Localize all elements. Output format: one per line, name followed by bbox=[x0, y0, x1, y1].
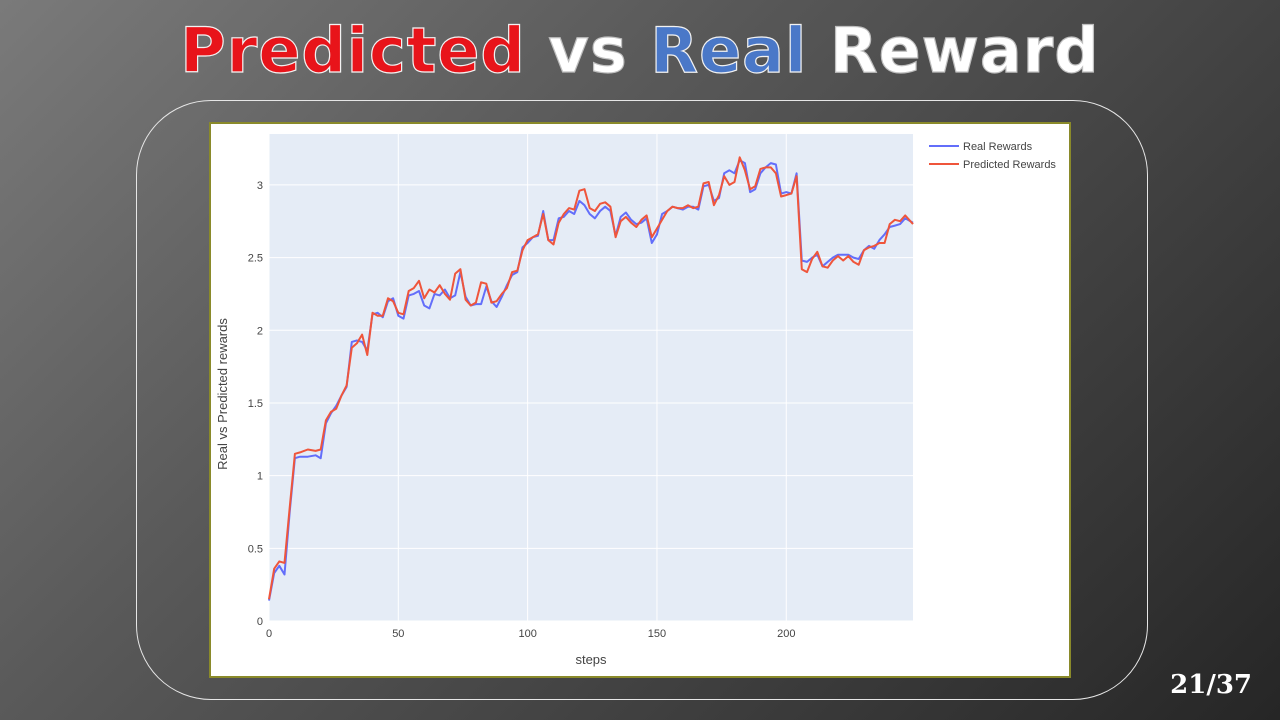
title-real: Real bbox=[650, 13, 808, 87]
y-tick-label: 2.5 bbox=[248, 253, 263, 265]
y-tick-labels: 0 0.5 1 1.5 2 2.5 3 bbox=[248, 180, 263, 628]
title-predicted: Predicted bbox=[180, 13, 526, 87]
x-tick-labels: 0 50 100 150 200 bbox=[266, 628, 796, 640]
x-tick-label: 0 bbox=[266, 628, 272, 640]
y-tick-label: 2 bbox=[257, 325, 263, 337]
grid-lines bbox=[268, 134, 913, 622]
x-tick-label: 50 bbox=[392, 628, 404, 640]
line-predicted-rewards bbox=[268, 156, 914, 600]
x-tick-label: 150 bbox=[648, 628, 666, 640]
chart-container: 0 0.5 1 1.5 2 2.5 3 0 50 100 150 200 steps Real vs… bbox=[209, 122, 1071, 678]
y-axis-title: Real vs Predicted rewards bbox=[215, 318, 230, 470]
y-tick-label: 0 bbox=[257, 616, 263, 628]
series-lines bbox=[268, 156, 914, 601]
x-axis-title: steps bbox=[575, 652, 607, 667]
y-tick-label: 1 bbox=[257, 471, 263, 483]
x-tick-label: 200 bbox=[777, 628, 795, 640]
rounded-frame bbox=[136, 100, 1148, 700]
title-vs: vs bbox=[548, 13, 628, 87]
page-number: 21/37 bbox=[1170, 670, 1252, 700]
legend: Real Rewards Predicted Rewards bbox=[929, 141, 1056, 171]
legend-label-real-rewards: Real Rewards bbox=[963, 141, 1033, 153]
title-reward: Reward bbox=[829, 13, 1100, 87]
reward-chart: 0 0.5 1 1.5 2 2.5 3 0 50 100 150 200 steps Real vs… bbox=[215, 134, 1056, 667]
y-tick-label: 3 bbox=[257, 180, 263, 192]
legend-label-predicted-rewards: Predicted Rewards bbox=[963, 159, 1056, 171]
slide-title: Predicted vs Real Reward bbox=[0, 13, 1280, 87]
y-tick-label: 1.5 bbox=[248, 398, 263, 410]
x-tick-label: 100 bbox=[518, 628, 536, 640]
y-tick-label: 0.5 bbox=[248, 543, 263, 555]
